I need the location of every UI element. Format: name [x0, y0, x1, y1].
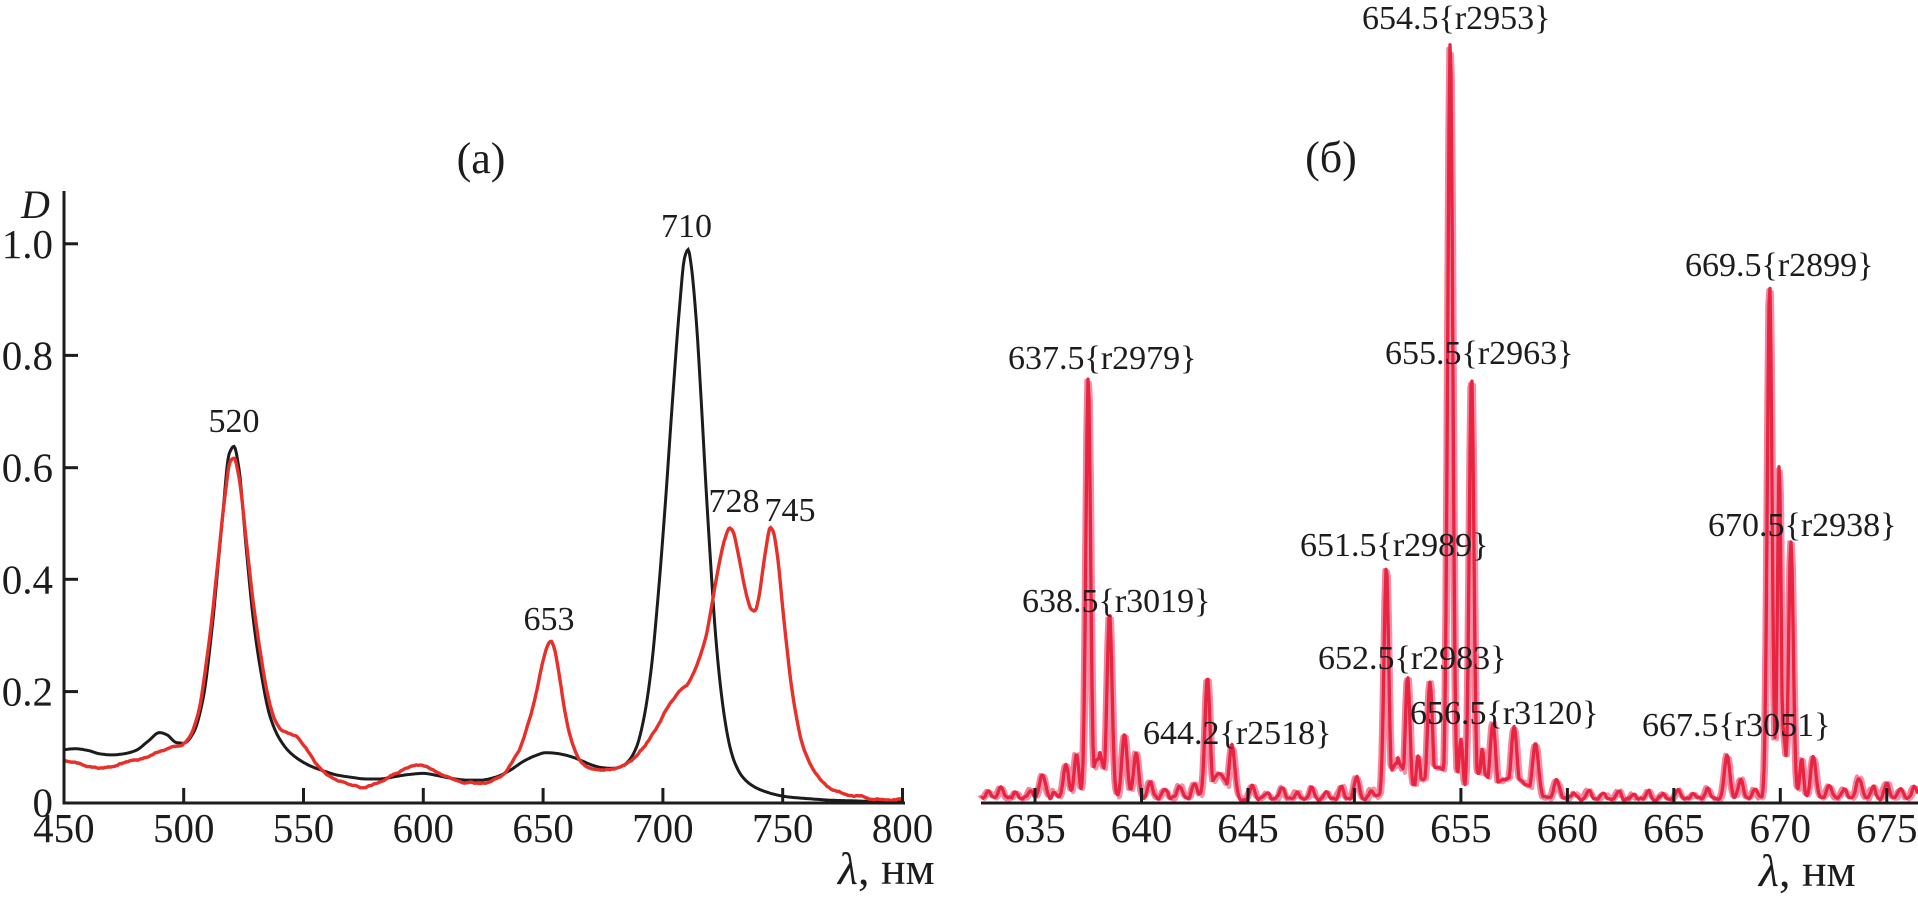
- svg-text:654.5{r2953}: 654.5{r2953}: [1362, 0, 1550, 37]
- svg-text:0.8: 0.8: [2, 332, 53, 378]
- svg-text:675: 675: [1856, 805, 1918, 851]
- svg-text:653: 653: [524, 601, 575, 638]
- svg-text:0.6: 0.6: [2, 445, 53, 491]
- svg-text:800: 800: [872, 805, 934, 851]
- svg-text:665: 665: [1643, 805, 1705, 851]
- svg-text:0.4: 0.4: [2, 556, 53, 602]
- svg-text:670: 670: [1750, 805, 1812, 851]
- svg-text:670.5{r2938}: 670.5{r2938}: [1708, 507, 1896, 544]
- svg-text:700: 700: [632, 805, 694, 851]
- svg-text:600: 600: [393, 805, 455, 851]
- svg-text:656.5{r3120}: 656.5{r3120}: [1410, 695, 1598, 732]
- svg-text:669.5{r2899}: 669.5{r2899}: [1685, 247, 1873, 284]
- svg-text:(a): (a): [457, 134, 506, 183]
- svg-text:λ, нм: λ, нм: [836, 843, 935, 894]
- svg-text:550: 550: [273, 805, 335, 851]
- svg-text:728: 728: [709, 483, 760, 520]
- svg-text:655: 655: [1430, 805, 1492, 851]
- svg-text:640: 640: [1111, 805, 1173, 851]
- svg-text:645: 645: [1217, 805, 1279, 851]
- svg-text:1.0: 1.0: [2, 221, 53, 267]
- svg-text:520: 520: [209, 403, 260, 440]
- svg-text:650: 650: [1324, 805, 1386, 851]
- svg-text:D: D: [20, 182, 50, 227]
- svg-text:650: 650: [512, 805, 574, 851]
- svg-text:660: 660: [1537, 805, 1599, 851]
- svg-text:500: 500: [153, 805, 215, 851]
- svg-text:450: 450: [33, 805, 95, 851]
- svg-text:745: 745: [765, 492, 816, 529]
- svg-text:652.5{r2983}: 652.5{r2983}: [1318, 640, 1506, 677]
- svg-text:635: 635: [1004, 805, 1066, 851]
- svg-text:638.5{r3019}: 638.5{r3019}: [1022, 583, 1210, 620]
- svg-text:637.5{r2979}: 637.5{r2979}: [1008, 340, 1196, 377]
- svg-text:651.5{r2989}: 651.5{r2989}: [1300, 527, 1488, 564]
- svg-text:667.5{r3051}: 667.5{r3051}: [1642, 707, 1830, 744]
- svg-text:644.2{r2518}: 644.2{r2518}: [1143, 715, 1331, 752]
- svg-text:710: 710: [661, 208, 712, 245]
- svg-text:655.5{r2963}: 655.5{r2963}: [1385, 335, 1573, 372]
- svg-text:750: 750: [752, 805, 814, 851]
- svg-text:0.2: 0.2: [2, 669, 53, 715]
- svg-text:0: 0: [33, 780, 54, 826]
- svg-text:λ, нм: λ, нм: [1757, 845, 1856, 896]
- svg-text:(б): (б): [1305, 133, 1357, 182]
